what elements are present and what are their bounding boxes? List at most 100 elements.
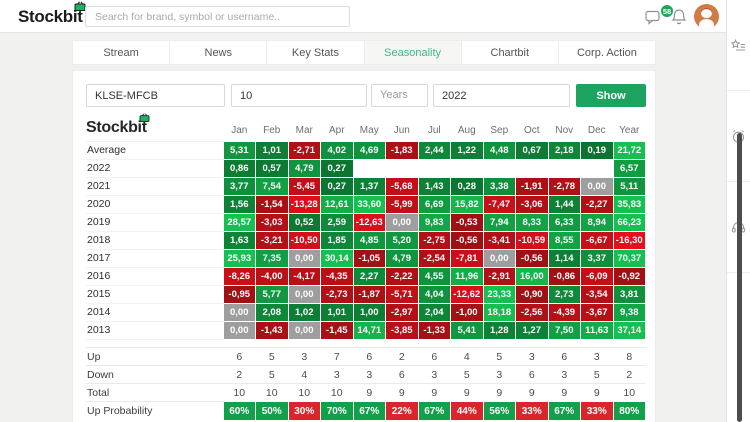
notifications-bell-icon[interactable]: 58 xyxy=(660,4,687,30)
heatmap-cell: -4,17 xyxy=(287,266,321,286)
heatmap-cell: -1,00 xyxy=(450,302,484,322)
heatmap-cell: -2,73 xyxy=(320,284,354,304)
table-row: 2015 -0,95 5,77 0,00 -2,73 -1,87 -5,71 4,04 -12,… xyxy=(86,284,646,304)
probability-cell: 50% xyxy=(255,401,289,421)
table-row: 2017 25,93 7,35 0,00 30,14 -1,05 4,79 -2,54 -7,8… xyxy=(86,248,646,268)
seasonality-heatmap: Stockbit Jan Feb Mar Apr May Jun Jul Aug Sep Oct No… xyxy=(86,113,646,340)
heatmap-cell: 35,83 xyxy=(612,194,646,214)
avatar[interactable] xyxy=(694,4,719,29)
tab-corp-action[interactable]: Corp. Action xyxy=(558,40,657,65)
stockbit-logo[interactable]: Stockbit xyxy=(18,1,86,27)
heatmap-cell: -12,62 xyxy=(450,284,484,304)
heatmap-cell: -1,45 xyxy=(320,320,354,340)
heatmap-cell: 0,00 xyxy=(482,248,516,268)
tab-news[interactable]: News xyxy=(170,40,268,65)
period-unit-select[interactable]: Years xyxy=(371,84,428,107)
heatmap-cell: -13,28 xyxy=(287,194,321,214)
summary-cell: 5 xyxy=(580,365,613,384)
heatmap-cell xyxy=(352,158,386,178)
summary-cell: 3 xyxy=(353,365,386,384)
probability-cell: 67% xyxy=(547,401,581,421)
heatmap-cell: 4,79 xyxy=(287,158,321,178)
heatmap-cell: 5,11 xyxy=(612,176,646,196)
period-count-input[interactable] xyxy=(231,84,367,107)
heatmap-cell: 5,41 xyxy=(450,320,484,340)
column-header-mar: Mar xyxy=(295,124,313,136)
chat-icon[interactable] xyxy=(645,10,661,30)
tab-seasonality[interactable]: Seasonality xyxy=(364,40,462,65)
logo-text: Stockbit xyxy=(18,7,83,26)
watchlist-icon[interactable] xyxy=(727,0,750,91)
heatmap-cell: -3,54 xyxy=(580,284,614,304)
heatmap-cell: 4,02 xyxy=(320,140,354,160)
summary-cell: 9 xyxy=(418,383,451,402)
heatmap-cell xyxy=(547,158,581,178)
heatmap-cell: -3,21 xyxy=(255,230,289,250)
heatmap-cell: 5,20 xyxy=(385,230,419,250)
summary-cell: 10 xyxy=(320,383,353,402)
summary-cell: 5 xyxy=(255,365,288,384)
heatmap-cell: 0,00 xyxy=(287,284,321,304)
heatmap-cell: 4,04 xyxy=(417,284,451,304)
column-header-jul: Jul xyxy=(427,124,441,136)
heatmap-cell: -0,53 xyxy=(450,212,484,232)
heatmap-cell: 1,02 xyxy=(287,302,321,322)
heatmap-cell: 2,73 xyxy=(547,284,581,304)
heatmap-cell: 25,93 xyxy=(222,248,256,268)
heatmap-cell: -1,33 xyxy=(417,320,451,340)
summary-cell: 9 xyxy=(483,383,516,402)
heatmap-cell: -8,26 xyxy=(222,266,256,286)
logo-tv-icon xyxy=(74,1,86,11)
heatmap-cell: 1,01 xyxy=(320,302,354,322)
column-header-nov: Nov xyxy=(555,124,574,136)
heatmap-cell: 70,37 xyxy=(612,248,646,268)
row-label: 2016 xyxy=(86,267,223,286)
column-header-jan: Jan xyxy=(231,124,248,136)
summary-cell: 9 xyxy=(450,383,483,402)
heatmap-cell: -0,92 xyxy=(612,266,646,286)
heatmap-cell: 0,00 xyxy=(287,248,321,268)
heatmap-cell: -2,22 xyxy=(385,266,419,286)
heatmap-cell: 23,33 xyxy=(482,284,516,304)
summary-cell: 10 xyxy=(288,383,321,402)
summary-row: Up 6 5 3 7 6 2 6 4 5 3 6 3 8 xyxy=(86,347,646,366)
symbol-input[interactable] xyxy=(86,84,225,107)
search-input[interactable] xyxy=(85,6,350,27)
heatmap-cell: 7,50 xyxy=(547,320,581,340)
summary-cell: 5 xyxy=(450,365,483,384)
probability-cell: 60% xyxy=(222,401,256,421)
heatmap-cell: -0,90 xyxy=(515,284,549,304)
summary-cell: 2 xyxy=(385,347,418,366)
column-header-apr: Apr xyxy=(328,124,345,136)
heatmap-cell: -2,54 xyxy=(417,248,451,268)
heatmap-cell: 0,00 xyxy=(385,212,419,232)
summary-body: Up 6 5 3 7 6 2 6 4 5 3 6 3 8 Down 2 5 4 3 3 6 3 5 3 6 3 5 2 Total 10 1… xyxy=(86,347,646,421)
heatmap-cell: 28,57 xyxy=(222,212,256,232)
heatmap-cell: 9,83 xyxy=(417,212,451,232)
year-input[interactable] xyxy=(433,84,570,107)
heatmap-cell: 5,31 xyxy=(222,140,256,160)
column-header-sep: Sep xyxy=(490,124,509,136)
heatmap-cell: -2,56 xyxy=(515,302,549,322)
summary-row-label: Up Probability xyxy=(86,401,223,421)
heatmap-cell: 12,61 xyxy=(320,194,354,214)
heatmap-cell: 15,82 xyxy=(450,194,484,214)
heatmap-cell: -1,54 xyxy=(255,194,289,214)
tab-chartbit[interactable]: Chartbit xyxy=(461,40,559,65)
scrollbar-thumb[interactable] xyxy=(737,133,742,422)
show-button[interactable]: Show xyxy=(576,84,646,107)
heatmap-cell: 7,54 xyxy=(255,176,289,196)
summary-cell: 10 xyxy=(613,383,646,402)
heatmap-cell: 11,96 xyxy=(450,266,484,286)
heatmap-cell: 0,00 xyxy=(580,176,614,196)
heatmap-cell xyxy=(580,158,614,178)
heatmap-cell: 21,72 xyxy=(612,140,646,160)
tab-bar: Stream News Key Stats Seasonality Chartbit Co… xyxy=(72,40,657,65)
tab-stream[interactable]: Stream xyxy=(72,40,171,65)
summary-cell: 10 xyxy=(223,383,256,402)
summary-cell: 9 xyxy=(385,383,418,402)
probability-cell: 33% xyxy=(580,401,614,421)
summary-row: Down 2 5 4 3 3 6 3 5 3 6 3 5 2 xyxy=(86,365,646,384)
tab-key-stats[interactable]: Key Stats xyxy=(267,40,365,65)
heatmap-cell: -2,27 xyxy=(580,194,614,214)
